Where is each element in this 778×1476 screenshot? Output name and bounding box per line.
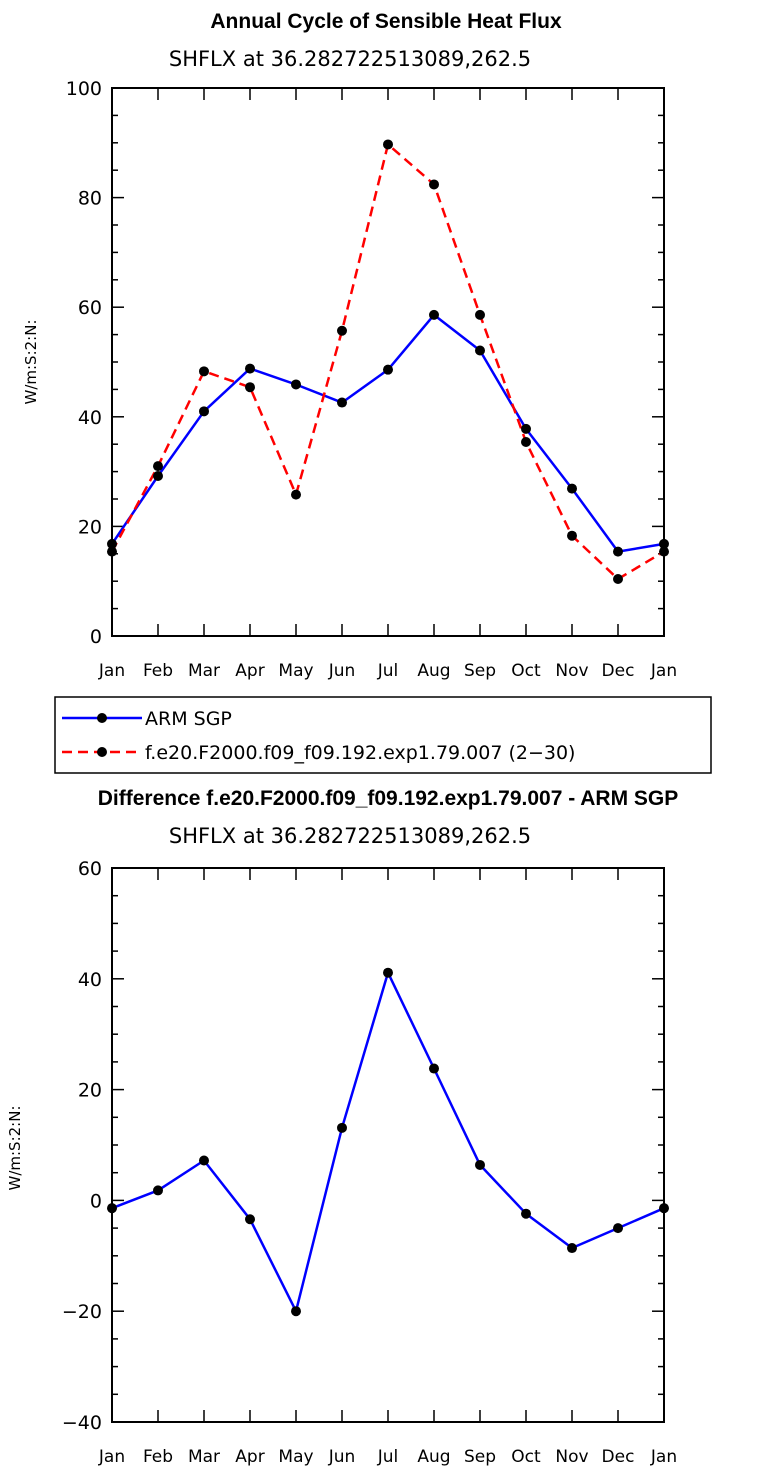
y-tick-label: 40 bbox=[78, 407, 102, 429]
data-point-s0-5 bbox=[337, 1122, 347, 1133]
data-point-s0-6 bbox=[383, 364, 393, 375]
x-tick-label: Jan bbox=[98, 661, 125, 681]
x-tick-label: Apr bbox=[235, 1447, 264, 1467]
x-tick-label: Jan bbox=[650, 661, 677, 681]
data-point-s0-7 bbox=[429, 1063, 439, 1074]
data-point-s1-1 bbox=[153, 461, 163, 472]
data-point-s0-10 bbox=[567, 1243, 577, 1254]
series-line-0 bbox=[110, 313, 665, 553]
plot-frame bbox=[111, 87, 665, 637]
x-tick-label: Aug bbox=[417, 661, 450, 681]
data-point-s1-2 bbox=[199, 366, 209, 377]
series-line-1 bbox=[110, 143, 665, 581]
legend: ARM SGP f.e20.F2000.f09_f09.192.exp1.79.… bbox=[54, 696, 712, 774]
data-point-s0-9 bbox=[521, 423, 531, 434]
plot-area: 0 20 40 60 80 100 Jan Feb Mar Apr May Jun Jul Aug Sep O… bbox=[66, 78, 677, 681]
y-axis-label: W/m:S:2:N: bbox=[22, 320, 40, 405]
x-tick-label: Jun bbox=[328, 1447, 356, 1467]
x-tick-label: Sep bbox=[464, 661, 496, 681]
data-point-s0-8 bbox=[475, 345, 485, 356]
y-tick-label: 20 bbox=[78, 516, 102, 538]
x-tick-label: Feb bbox=[143, 661, 173, 681]
x-tick-label: Oct bbox=[511, 661, 541, 681]
data-point-s1-8 bbox=[475, 309, 485, 320]
y-tick-label: 80 bbox=[78, 188, 102, 210]
chart-subtitle: SHFLX at 36.282722513089,262.5 bbox=[169, 47, 531, 71]
legend-label-model: f.e20.F2000.f09_f09.192.exp1.79.007 (2−3… bbox=[145, 742, 575, 764]
y-tick-label: 60 bbox=[78, 297, 102, 319]
data-point-s0-7 bbox=[429, 309, 439, 320]
data-point-s0-2 bbox=[199, 406, 209, 417]
series-line-0 bbox=[111, 971, 665, 1313]
x-tick-label: Jan bbox=[650, 1447, 677, 1467]
x-tick-label: May bbox=[278, 1447, 313, 1467]
chart-annual-cycle: Annual Cycle of Sensible Heat Flux SHFLX… bbox=[22, 10, 677, 681]
data-point-s0-2 bbox=[199, 1155, 209, 1166]
data-point-s1-4 bbox=[291, 489, 301, 500]
data-point-s1-5 bbox=[337, 325, 347, 336]
data-point-s1-0 bbox=[107, 546, 117, 557]
legend-label-arm-sgp: ARM SGP bbox=[145, 708, 232, 730]
chart-title: Annual Cycle of Sensible Heat Flux bbox=[210, 10, 562, 33]
x-tick-label: Oct bbox=[511, 1447, 541, 1467]
data-point-s0-9 bbox=[521, 1208, 531, 1219]
x-tick-label: Apr bbox=[235, 661, 264, 681]
data-point-s0-4 bbox=[291, 379, 301, 390]
chart-difference: Difference f.e20.F2000.f09_f09.192.exp1.… bbox=[6, 787, 678, 1467]
data-point-s1-9 bbox=[521, 437, 531, 448]
x-tick-label: May bbox=[278, 661, 313, 681]
y-tick-label: −40 bbox=[62, 1412, 102, 1434]
y-tick-label: 20 bbox=[78, 1080, 102, 1102]
chart-title: Difference f.e20.F2000.f09_f09.192.exp1.… bbox=[98, 787, 679, 810]
y-tick-label: 40 bbox=[78, 969, 102, 991]
x-tick-label: Dec bbox=[602, 661, 635, 681]
x-tick-label: Jun bbox=[328, 661, 356, 681]
data-point-s0-4 bbox=[291, 1306, 301, 1317]
data-point-s0-11 bbox=[613, 1223, 623, 1234]
x-tick-label: Aug bbox=[417, 1447, 450, 1467]
chart-subtitle: SHFLX at 36.282722513089,262.5 bbox=[169, 824, 531, 848]
data-point-s1-6 bbox=[383, 139, 393, 150]
data-point-s0-0 bbox=[107, 538, 117, 549]
plot-frame bbox=[111, 867, 665, 1423]
x-tick-label: Feb bbox=[143, 1447, 173, 1467]
data-point-s0-3 bbox=[245, 363, 255, 374]
y-tick-label: 0 bbox=[90, 626, 102, 648]
data-point-s0-11 bbox=[613, 546, 623, 557]
x-tick-label: Nov bbox=[555, 661, 588, 681]
plot-area: −40 −20 0 20 40 60 Jan Feb Mar Apr May Jun Jul Aug Sep… bbox=[62, 858, 677, 1467]
legend-box bbox=[54, 696, 712, 774]
data-point-s1-12 bbox=[659, 546, 669, 557]
y-tick-label: 0 bbox=[90, 1190, 102, 1212]
data-point-s1-11 bbox=[613, 574, 623, 585]
x-tick-label: Jul bbox=[377, 1447, 399, 1467]
data-point-s1-10 bbox=[567, 530, 577, 541]
x-tick-label: Mar bbox=[188, 1447, 220, 1467]
x-tick-label: Nov bbox=[555, 1447, 588, 1467]
data-point-s0-10 bbox=[567, 483, 577, 494]
data-point-s0-1 bbox=[153, 1185, 163, 1196]
y-axis-label: W/m:S:2:N: bbox=[6, 1106, 24, 1191]
data-point-s1-7 bbox=[429, 179, 439, 190]
data-point-s0-8 bbox=[475, 1159, 485, 1170]
data-point-s1-3 bbox=[245, 382, 255, 393]
data-point-s0-5 bbox=[337, 397, 347, 408]
x-tick-label: Dec bbox=[602, 1447, 635, 1467]
legend-marker-model bbox=[97, 747, 107, 757]
y-tick-label: −20 bbox=[62, 1301, 102, 1323]
data-point-s0-0 bbox=[107, 1203, 117, 1214]
data-point-s0-1 bbox=[153, 470, 163, 481]
x-tick-label: Jan bbox=[98, 1447, 125, 1467]
data-point-s0-12 bbox=[659, 538, 669, 549]
x-tick-label: Sep bbox=[464, 1447, 496, 1467]
y-tick-label: 100 bbox=[66, 78, 102, 100]
legend-marker-arm-sgp bbox=[97, 713, 107, 723]
data-point-s0-3 bbox=[245, 1214, 255, 1225]
x-tick-label: Mar bbox=[188, 661, 220, 681]
data-point-s0-12 bbox=[659, 1203, 669, 1214]
x-tick-label: Jul bbox=[377, 661, 399, 681]
data-point-s0-6 bbox=[383, 967, 393, 978]
y-tick-label: 60 bbox=[78, 858, 102, 880]
